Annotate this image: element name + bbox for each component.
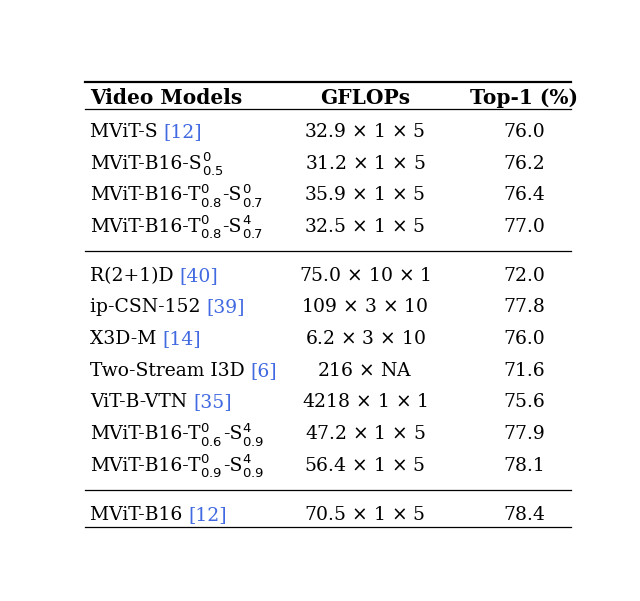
- Text: [6]: [6]: [251, 362, 277, 380]
- Text: 77.9: 77.9: [503, 425, 545, 443]
- Text: -S: -S: [223, 457, 242, 475]
- Text: $_{0.7}^{4}$: $_{0.7}^{4}$: [241, 213, 262, 240]
- Text: 78.4: 78.4: [503, 505, 545, 523]
- Text: 78.1: 78.1: [503, 457, 545, 475]
- Text: Two-Stream I3D: Two-Stream I3D: [90, 362, 251, 380]
- Text: MViT-B16: MViT-B16: [90, 505, 188, 523]
- Text: 32.9 $\times$ 1 $\times$ 5: 32.9 $\times$ 1 $\times$ 5: [305, 123, 426, 141]
- Text: 77.0: 77.0: [503, 218, 545, 236]
- Text: 76.2: 76.2: [503, 154, 545, 172]
- Text: GFLOPs: GFLOPs: [320, 88, 410, 108]
- Text: 4218 $\times$ 1 $\times$ 1: 4218 $\times$ 1 $\times$ 1: [302, 394, 428, 411]
- Text: 35.9 $\times$ 1 $\times$ 5: 35.9 $\times$ 1 $\times$ 5: [305, 186, 426, 204]
- Text: $_{0.7}^{0}$: $_{0.7}^{0}$: [241, 182, 262, 209]
- Text: 72.0: 72.0: [503, 267, 545, 285]
- Text: ip-CSN-152: ip-CSN-152: [90, 299, 207, 317]
- Text: X3D-M: X3D-M: [90, 330, 163, 348]
- Text: 216 $\times$ NA: 216 $\times$ NA: [317, 362, 413, 380]
- Text: 109 $\times$ 3 $\times$ 10: 109 $\times$ 3 $\times$ 10: [301, 299, 429, 317]
- Text: $_{0.8}^{0}$: $_{0.8}^{0}$: [200, 182, 222, 209]
- Text: $_{0.9}^{4}$: $_{0.9}^{4}$: [242, 421, 264, 448]
- Text: 31.2 $\times$ 1 $\times$ 5: 31.2 $\times$ 1 $\times$ 5: [305, 154, 426, 172]
- Text: MViT-B16-S: MViT-B16-S: [90, 154, 202, 172]
- Text: -S: -S: [223, 425, 242, 443]
- Text: 71.6: 71.6: [503, 362, 545, 380]
- Text: $_{0.9}^{4}$: $_{0.9}^{4}$: [242, 452, 264, 479]
- Text: MViT-S: MViT-S: [90, 123, 164, 141]
- Text: [40]: [40]: [180, 267, 218, 285]
- Text: MViT-B16-T: MViT-B16-T: [90, 218, 200, 236]
- Text: $_{0.6}^{0}$: $_{0.6}^{0}$: [200, 421, 223, 448]
- Text: -S: -S: [222, 186, 241, 204]
- Text: 76.4: 76.4: [503, 186, 545, 204]
- Text: -S: -S: [222, 218, 241, 236]
- Text: 56.4 $\times$ 1 $\times$ 5: 56.4 $\times$ 1 $\times$ 5: [305, 457, 426, 475]
- Text: [12]: [12]: [164, 123, 202, 141]
- Text: 76.0: 76.0: [503, 330, 545, 348]
- Text: 77.8: 77.8: [503, 299, 545, 317]
- Text: [39]: [39]: [207, 299, 245, 317]
- Text: 32.5 $\times$ 1 $\times$ 5: 32.5 $\times$ 1 $\times$ 5: [305, 218, 426, 236]
- Text: ViT-B-VTN: ViT-B-VTN: [90, 394, 193, 411]
- Text: $_{0.5}^{0}$: $_{0.5}^{0}$: [202, 150, 223, 177]
- Text: [14]: [14]: [163, 330, 201, 348]
- Text: 47.2 $\times$ 1 $\times$ 5: 47.2 $\times$ 1 $\times$ 5: [305, 425, 426, 443]
- Text: MViT-B16-T: MViT-B16-T: [90, 186, 200, 204]
- Text: [12]: [12]: [188, 505, 227, 523]
- Text: Video Models: Video Models: [90, 88, 242, 108]
- Text: $_{0.8}^{0}$: $_{0.8}^{0}$: [200, 213, 222, 240]
- Text: [35]: [35]: [193, 394, 232, 411]
- Text: 76.0: 76.0: [503, 123, 545, 141]
- Text: Top-1 (%): Top-1 (%): [470, 88, 578, 108]
- Text: R(2+1)D: R(2+1)D: [90, 267, 180, 285]
- Text: 70.5 $\times$ 1 $\times$ 5: 70.5 $\times$ 1 $\times$ 5: [305, 505, 426, 523]
- Text: 75.6: 75.6: [503, 394, 545, 411]
- Text: $_{0.9}^{0}$: $_{0.9}^{0}$: [200, 452, 223, 479]
- Text: 75.0 $\times$ 10 $\times$ 1: 75.0 $\times$ 10 $\times$ 1: [299, 267, 431, 285]
- Text: MViT-B16-T: MViT-B16-T: [90, 457, 200, 475]
- Text: 6.2 $\times$ 3 $\times$ 10: 6.2 $\times$ 3 $\times$ 10: [305, 330, 426, 348]
- Text: MViT-B16-T: MViT-B16-T: [90, 425, 200, 443]
